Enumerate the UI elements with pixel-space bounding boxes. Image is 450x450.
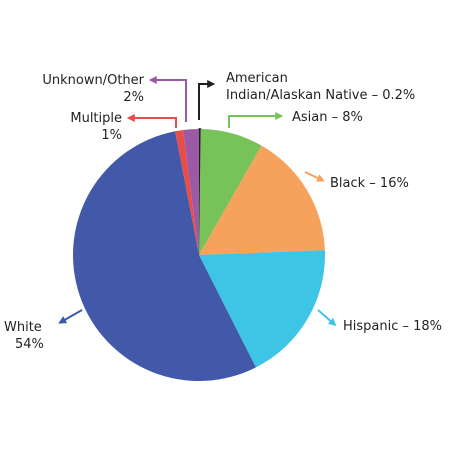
label-multiple-line2: 1%	[101, 128, 122, 143]
label-black: Black – 16%	[330, 176, 409, 191]
label-unknown-other-line1: Unknown/Other	[42, 73, 144, 88]
slice-labels: American Indian/Alaskan Native – 0.2% As…	[4, 71, 442, 352]
label-unknown-other-line2: 2%	[123, 90, 144, 105]
leader-lines	[58, 76, 337, 327]
leader-black	[304, 171, 325, 182]
slice-white	[72, 131, 256, 382]
slice-black	[199, 145, 325, 255]
leader-white	[58, 309, 83, 324]
leader-unknown-other	[148, 76, 187, 122]
label-hispanic: Hispanic – 18%	[343, 319, 442, 334]
label-multiple-line1: Multiple	[70, 111, 122, 126]
label-white-line2: 54%	[15, 337, 44, 352]
slice-unknown-other	[183, 129, 199, 255]
slice-american-indian-alaskan-native	[198, 128, 202, 256]
slice-hispanic	[199, 250, 326, 368]
label-white-line1: White	[4, 320, 42, 335]
leader-asian	[228, 112, 284, 128]
leader-hispanic	[317, 309, 337, 327]
slice-asian	[199, 129, 262, 255]
label-american-indian-line1: American	[226, 71, 288, 86]
slice-multiple	[175, 130, 199, 255]
label-asian: Asian – 8%	[292, 110, 363, 125]
label-american-indian-line2: Indian/Alaskan Native – 0.2%	[226, 88, 415, 103]
leader-american-indian	[198, 80, 216, 120]
pie-slices	[72, 128, 326, 382]
leader-multiple	[126, 114, 177, 128]
